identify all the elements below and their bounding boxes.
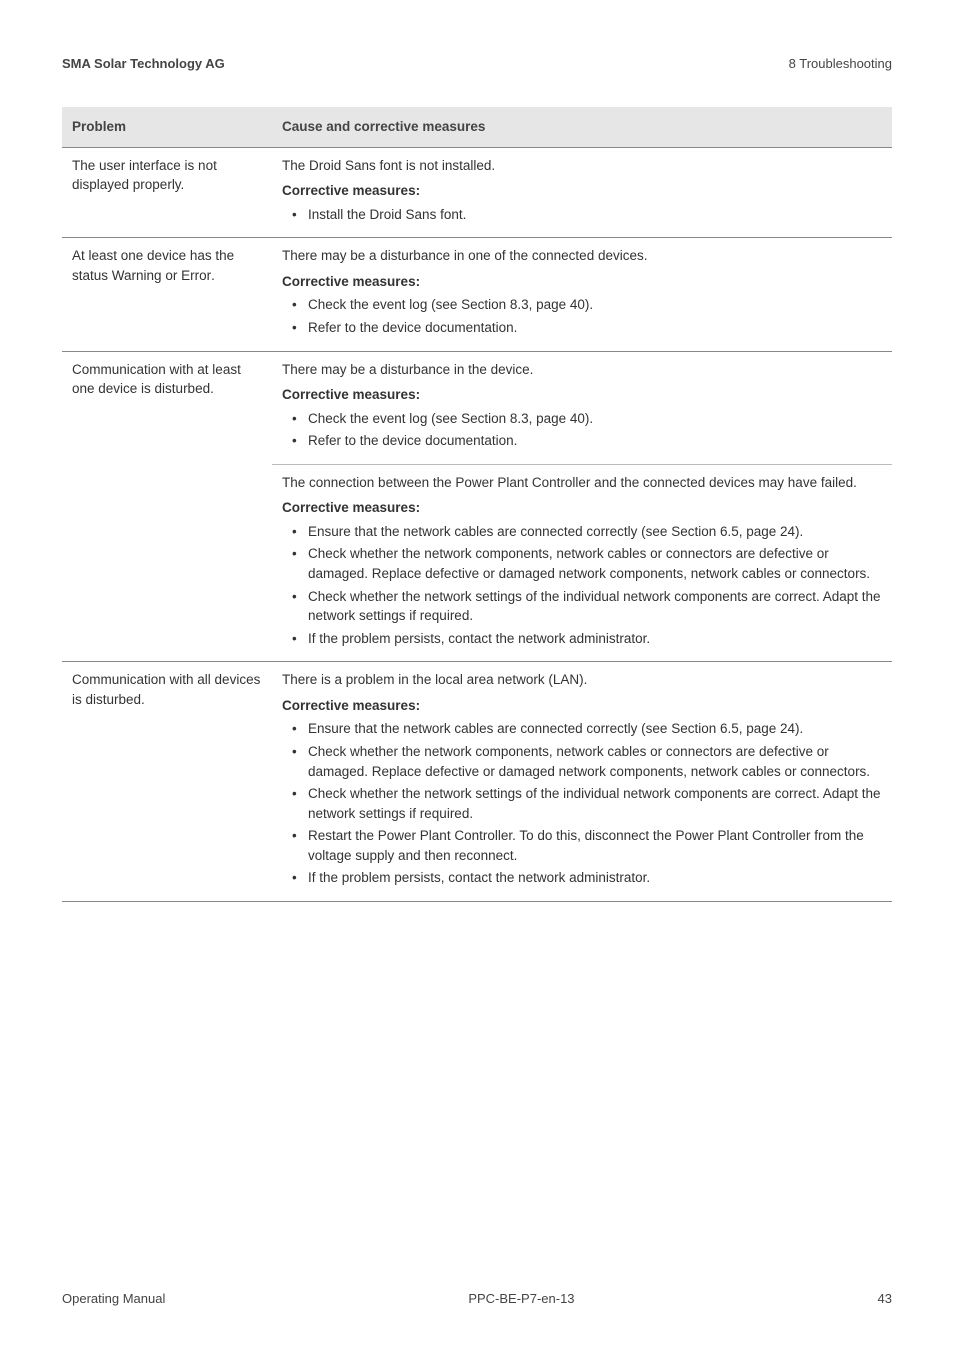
- problem-bold: Warning: [112, 268, 162, 283]
- problem-cell: Communication with all devices is distur…: [62, 662, 272, 902]
- problem-text: or: [162, 268, 182, 283]
- cause-cell: There is a problem in the local area net…: [272, 662, 892, 902]
- cm-item: Check the event log (see Section 8.3, pa…: [298, 295, 882, 315]
- cm-title: Corrective measures:: [282, 385, 882, 405]
- cause-cell: The Droid Sans font is not installed. Co…: [272, 147, 892, 238]
- cm-list: Install the Droid Sans font.: [282, 205, 882, 225]
- cause-desc: There is a problem in the local area net…: [282, 670, 882, 690]
- cause-desc: The connection between the Power Plant C…: [282, 473, 882, 493]
- cm-item: Ensure that the network cables are conne…: [298, 719, 882, 739]
- problem-cell: Communication with at least one device i…: [62, 351, 272, 662]
- cm-item: Install the Droid Sans font.: [298, 205, 882, 225]
- col-problem: Problem: [62, 107, 272, 147]
- cm-item: If the problem persists, contact the net…: [298, 868, 882, 888]
- header-company: SMA Solar Technology AG: [62, 56, 225, 71]
- footer-center: PPC-BE-P7-en-13: [468, 1291, 574, 1306]
- cm-item: Refer to the device documentation.: [298, 318, 882, 338]
- cause-desc: The Droid Sans font is not installed.: [282, 156, 882, 176]
- cm-item: Restart the Power Plant Controller. To d…: [298, 826, 882, 865]
- cm-item: Check the event log (see Section 8.3, pa…: [298, 409, 882, 429]
- cm-item: Refer to the device documentation.: [298, 431, 882, 451]
- cm-item: Check whether the network components, ne…: [298, 544, 882, 583]
- problem-cell: The user interface is not displayed prop…: [62, 147, 272, 238]
- cm-item: If the problem persists, contact the net…: [298, 629, 882, 649]
- cm-list: Ensure that the network cables are conne…: [282, 522, 882, 648]
- troubleshooting-table: Problem Cause and corrective measures Th…: [62, 107, 892, 902]
- footer-right: 43: [878, 1291, 892, 1306]
- cm-item: Check whether the network settings of th…: [298, 784, 882, 823]
- cm-title: Corrective measures:: [282, 498, 882, 518]
- cause-cell: There may be a disturbance in the device…: [272, 351, 892, 464]
- cm-title: Corrective measures:: [282, 181, 882, 201]
- cm-item: Ensure that the network cables are conne…: [298, 522, 882, 542]
- header-section: 8 Troubleshooting: [789, 56, 892, 71]
- page-footer: Operating Manual PPC-BE-P7-en-13 43: [62, 1291, 892, 1306]
- cm-item: Check whether the network components, ne…: [298, 742, 882, 781]
- cause-desc: There may be a disturbance in the device…: [282, 360, 882, 380]
- page-header: SMA Solar Technology AG 8 Troubleshootin…: [62, 56, 892, 71]
- cause-desc: There may be a disturbance in one of the…: [282, 246, 882, 266]
- cm-list: Ensure that the network cables are conne…: [282, 719, 882, 888]
- cm-title: Corrective measures:: [282, 696, 882, 716]
- cm-item: Check whether the network settings of th…: [298, 587, 882, 626]
- cm-list: Check the event log (see Section 8.3, pa…: [282, 295, 882, 337]
- footer-left: Operating Manual: [62, 1291, 165, 1306]
- problem-cell: At least one device has the status Warni…: [62, 238, 272, 351]
- cause-cell: There may be a disturbance in one of the…: [272, 238, 892, 351]
- problem-text: .: [211, 268, 215, 283]
- cm-list: Check the event log (see Section 8.3, pa…: [282, 409, 882, 451]
- problem-bold: Error: [181, 268, 211, 283]
- col-cause: Cause and corrective measures: [272, 107, 892, 147]
- cm-title: Corrective measures:: [282, 272, 882, 292]
- cause-cell: The connection between the Power Plant C…: [272, 464, 892, 662]
